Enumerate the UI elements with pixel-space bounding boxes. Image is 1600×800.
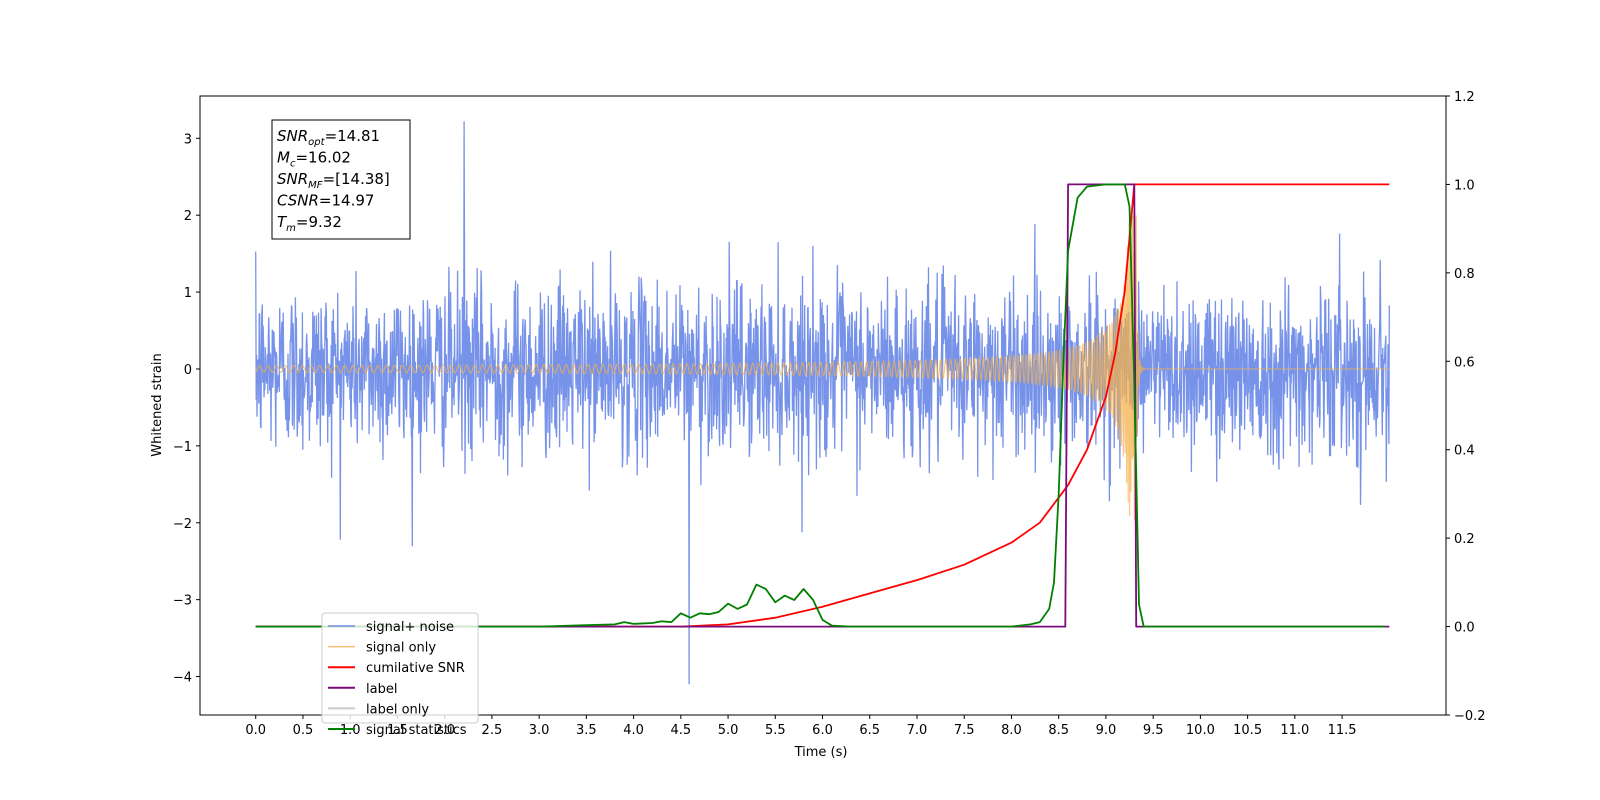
legend-label: signal statistics [366, 723, 467, 738]
legend-label: signal+ noise [366, 620, 454, 635]
series-line-cumilative-snr [255, 183, 1390, 628]
y2-tick-label: 0.8 [1454, 267, 1475, 282]
y-tick-label: 2 [184, 209, 192, 224]
x-tick-label: 3.0 [529, 723, 550, 738]
x-tick-label: 10.0 [1186, 723, 1215, 738]
legend: signal+ noise signal only cumilative SNR la… [321, 612, 479, 738]
info-box: SNRopt=14.81Mc=16.02SNRMF=[14.38]CSNR=14… [271, 119, 411, 240]
y2-tick-label: −0.2 [1454, 709, 1486, 724]
x-tick-label: 6.0 [812, 723, 833, 738]
x-tick-label: 0.0 [245, 723, 266, 738]
y2-tick-label: 0.4 [1454, 444, 1475, 459]
x-tick-label: 7.0 [907, 723, 928, 738]
info-box-line: Tm=9.32 [277, 213, 342, 234]
x-tick-label: 7.5 [954, 723, 975, 738]
series-line-signal-noise [255, 121, 1390, 685]
x-tick-label: 2.5 [482, 723, 503, 738]
series-line-signal-statistics [255, 183, 1385, 628]
info-box-line: SNRMF=[14.38] [277, 170, 390, 191]
x-tick-label: 11.5 [1328, 723, 1357, 738]
x-tick-label: 9.5 [1143, 723, 1164, 738]
x-tick-label: 9.0 [1096, 723, 1117, 738]
x-tick-label: 5.5 [765, 723, 786, 738]
x-tick-label: 0.5 [293, 723, 314, 738]
x-tick-label: 8.5 [1048, 723, 1069, 738]
info-box-line: SNRopt=14.81 [277, 127, 380, 148]
x-tick-label: 2.0 [434, 723, 455, 738]
x-tick-label: 8.0 [1001, 723, 1022, 738]
y2-tick-label: 1.0 [1454, 178, 1475, 193]
x-tick-label: 1.5 [387, 723, 408, 738]
x-tick-label: 4.5 [670, 723, 691, 738]
info-box-line: CSNR=14.97 [277, 192, 374, 210]
y-tick-label: 1 [184, 286, 192, 301]
y-tick-label: −1 [173, 440, 192, 455]
x-tick-label: 11.0 [1280, 723, 1309, 738]
y2-tick-label: 1.2 [1454, 90, 1475, 105]
y-tick-label: 0 [184, 363, 192, 378]
x-axis-label: Time (s) [794, 745, 848, 760]
y2-tick-label: 0.6 [1454, 355, 1475, 370]
x-tick-label: 10.5 [1233, 723, 1262, 738]
legend-label: signal only [366, 641, 436, 656]
y-tick-label: −4 [173, 671, 192, 686]
y-tick-label: −2 [173, 517, 192, 532]
legend-label: cumilative SNR [366, 661, 465, 676]
y-axis-left: 3 2 1 0 −1 −2 −3 −4 [173, 132, 200, 686]
x-tick-label: 1.0 [340, 723, 361, 738]
x-tick-label: 4.0 [623, 723, 644, 738]
info-box-line: Mc=16.02 [277, 149, 351, 170]
legend-frame [321, 612, 479, 724]
y-axis-right: 1.2 1.0 0.8 0.6 0.4 0.2 0.0 −0.2 [1446, 90, 1486, 724]
x-tick-label: 3.5 [576, 723, 597, 738]
x-axis: 0.0 0.5 1.0 1.5 2.0 2.5 3.0 3.5 4.0 4.5 5.0 5.5 6.0 6… [245, 715, 1357, 738]
y2-tick-label: 0.0 [1454, 621, 1475, 636]
y2-tick-label: 0.2 [1454, 532, 1475, 547]
y-axis-label: Whitened strain [150, 353, 165, 456]
x-tick-label: 6.5 [859, 723, 880, 738]
legend-label: label only [366, 702, 429, 717]
y-tick-label: 3 [184, 132, 192, 147]
series-line-signal-only [255, 215, 1390, 522]
legend-label: label [366, 682, 397, 697]
x-tick-label: 5.0 [718, 723, 739, 738]
y-tick-label: −3 [173, 594, 192, 609]
series-layer [255, 121, 1390, 685]
info-box-frame [271, 119, 411, 240]
